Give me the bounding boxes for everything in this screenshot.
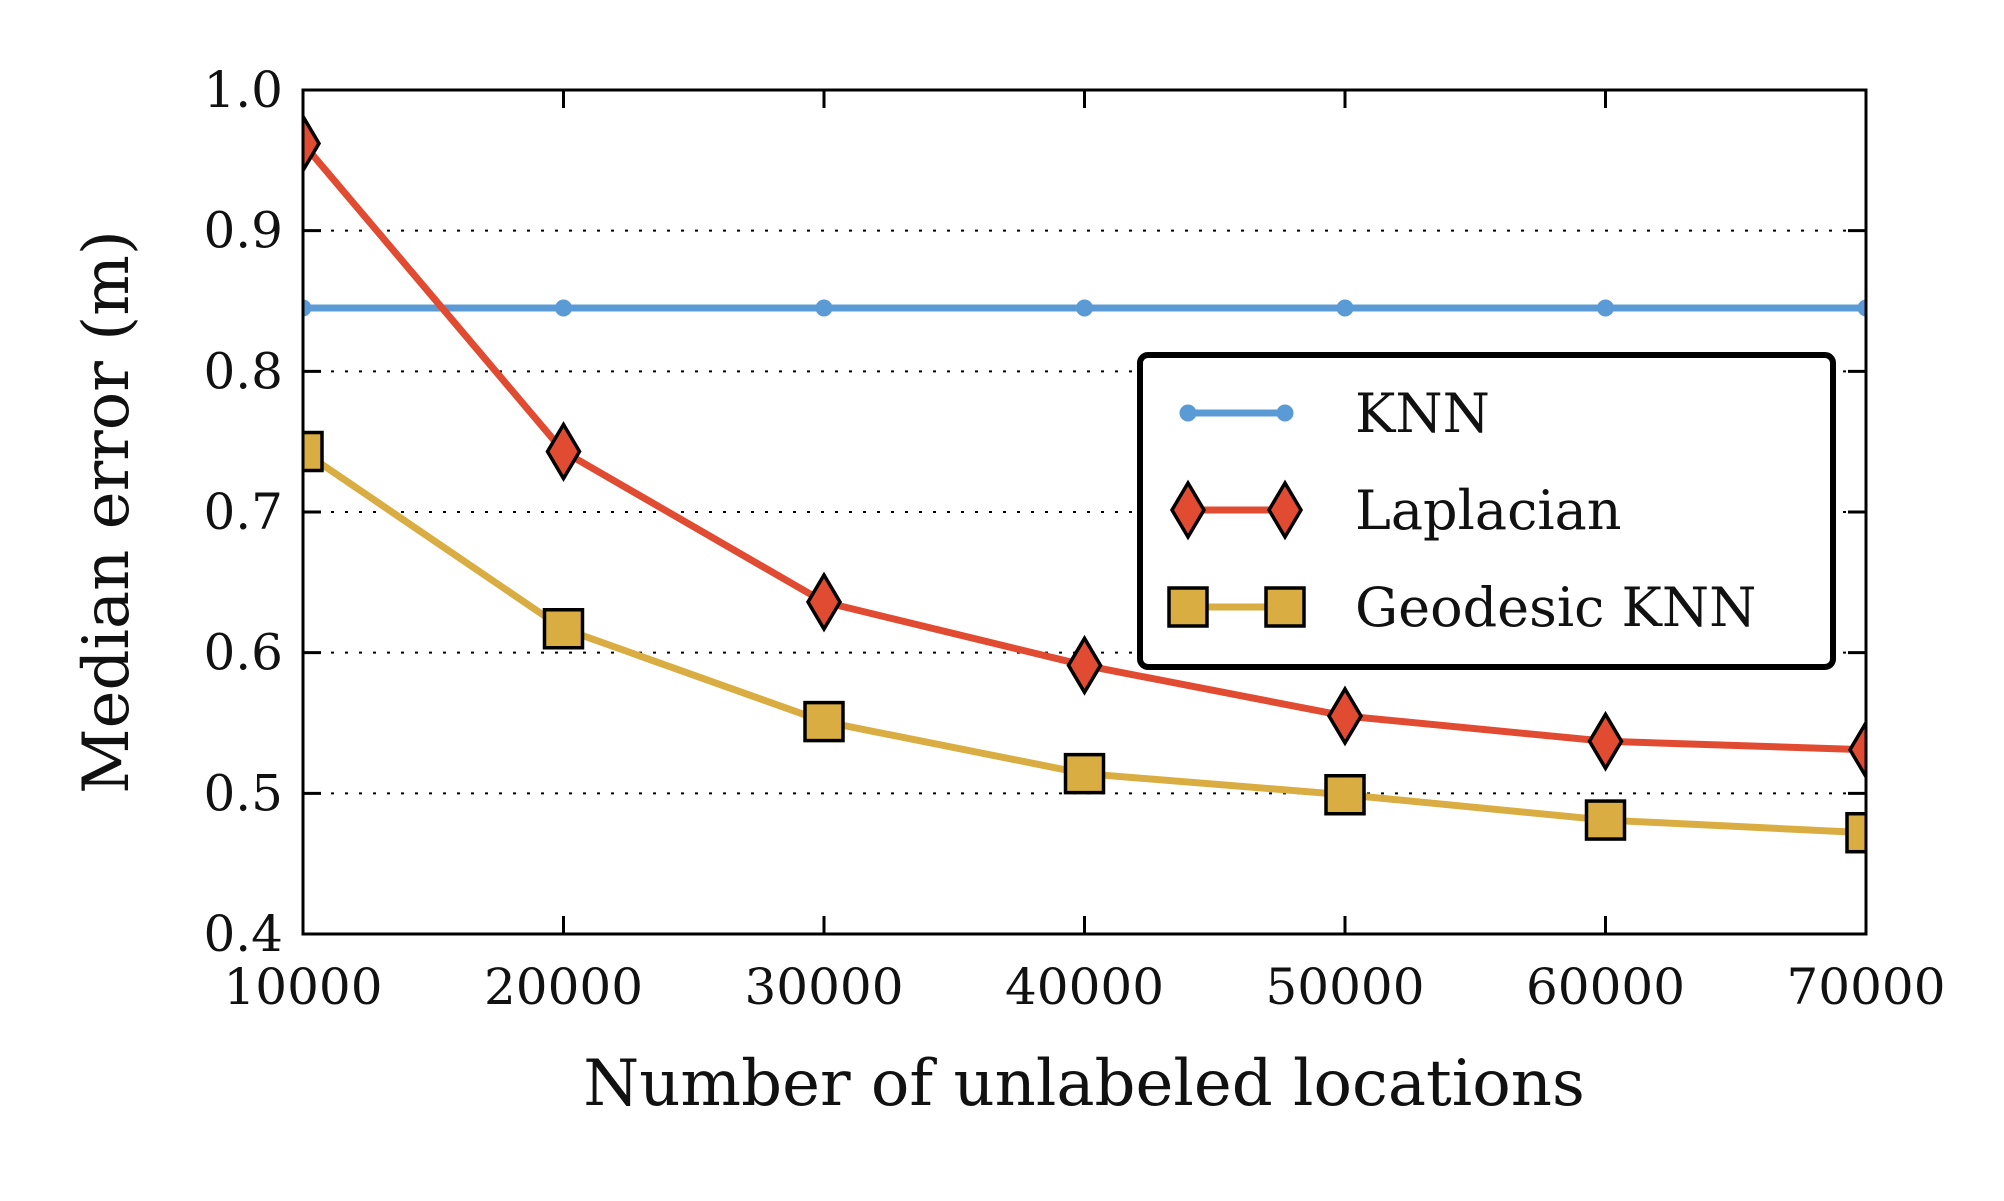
legend-box bbox=[1137, 352, 1836, 670]
data-point-laplacian bbox=[1587, 710, 1624, 772]
legend-swatch-marker bbox=[1264, 586, 1306, 628]
data-point-knn bbox=[1076, 299, 1093, 317]
y-tick-label: 0.7 bbox=[203, 483, 283, 541]
series-group bbox=[303, 113, 1866, 854]
legend-item-knn: KNN bbox=[1179, 382, 1490, 445]
legend-label: Laplacian bbox=[1355, 479, 1622, 542]
legend-item-laplacian: Laplacian bbox=[1169, 479, 1622, 542]
axis-ticks: 0.4 0.5 0.6 0.7 0.8 0.9 1.0 10000 20000 30000 4000… bbox=[203, 61, 1945, 1016]
legend-swatch-marker bbox=[1179, 404, 1197, 422]
data-point-knn bbox=[1336, 299, 1354, 317]
x-tick-label: 70000 bbox=[1786, 958, 1945, 1016]
data-point-geodesic-knn bbox=[1063, 752, 1106, 795]
y-tick-label: 0.6 bbox=[203, 624, 283, 682]
plot-series bbox=[303, 113, 1866, 854]
x-axis-label: Number of unlabeled locations bbox=[583, 1047, 1585, 1121]
data-point-geodesic-knn bbox=[1584, 799, 1627, 841]
y-tick-label: 1.0 bbox=[203, 61, 283, 119]
legend-swatch-marker bbox=[1167, 586, 1209, 628]
x-tick-label: 10000 bbox=[223, 958, 382, 1016]
y-axis-label: Median error (m) bbox=[70, 230, 144, 794]
data-point-knn bbox=[815, 299, 833, 317]
x-tick-label: 60000 bbox=[1526, 958, 1685, 1016]
x-tick-label: 40000 bbox=[1005, 958, 1164, 1016]
data-point-knn bbox=[1857, 299, 1866, 317]
data-point-laplacian bbox=[303, 113, 322, 174]
data-point-geodesic-knn bbox=[1324, 773, 1366, 816]
data-point-laplacian bbox=[1066, 634, 1103, 696]
legend-label: Geodesic KNN bbox=[1355, 576, 1756, 639]
x-tick-label: 50000 bbox=[1265, 958, 1424, 1016]
y-tick-label: 0.5 bbox=[203, 764, 283, 822]
x-tick-label: 20000 bbox=[484, 958, 643, 1016]
y-tick-label: 0.8 bbox=[203, 342, 283, 400]
legend-item-geodesic-knn: Geodesic KNN bbox=[1167, 576, 1756, 639]
legend: KNN Laplacian Geodesic KNN bbox=[1137, 352, 1836, 670]
data-point-geodesic-knn bbox=[1845, 811, 1866, 854]
data-point-laplacian bbox=[1326, 685, 1364, 747]
data-point-geodesic-knn bbox=[303, 430, 324, 473]
data-point-laplacian bbox=[545, 421, 582, 482]
data-point-knn bbox=[555, 299, 572, 317]
y-tick-label: 0.4 bbox=[203, 905, 283, 963]
data-point-knn bbox=[1597, 299, 1614, 317]
legend-swatch-marker bbox=[1276, 404, 1294, 422]
data-point-laplacian bbox=[1847, 719, 1866, 781]
legend-swatch-marker bbox=[1169, 479, 1207, 541]
data-point-knn bbox=[303, 299, 312, 317]
x-tick-label: 30000 bbox=[744, 958, 903, 1016]
legend-swatch-marker bbox=[1266, 479, 1304, 541]
y-tick-label: 0.9 bbox=[203, 202, 283, 260]
data-point-geodesic-knn bbox=[803, 700, 845, 743]
data-point-geodesic-knn bbox=[542, 608, 585, 650]
data-point-laplacian bbox=[805, 571, 843, 633]
legend-label: KNN bbox=[1355, 382, 1490, 445]
